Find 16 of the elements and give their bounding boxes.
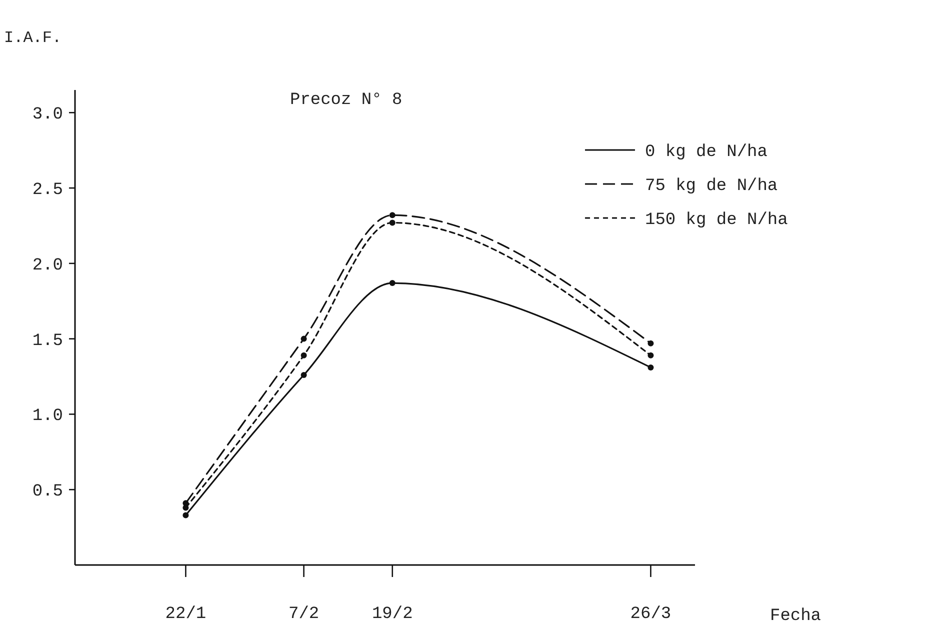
x-tick-label: 22/1 (165, 605, 206, 624)
chart-title: Precoz N° 8 (290, 91, 402, 110)
y-tick-label: 1.0 (32, 407, 63, 426)
legend-label: 75 kg de N/ha (645, 176, 778, 196)
y-tick-label: 3.0 (32, 106, 63, 125)
y-tick-label: 0.5 (32, 482, 63, 502)
x-tick-label: 7/2 (288, 605, 320, 624)
x-axis-title: Fecha (770, 607, 822, 626)
y-tick-label: 2.5 (32, 180, 63, 200)
legend-label: 150 kg de N/ha (645, 210, 788, 230)
x-tick-label: 19/2 (372, 605, 413, 624)
y-tick-label: 2.0 (32, 256, 63, 276)
y-axis-title: I.A.F. (4, 29, 62, 47)
y-tick-label: 1.5 (32, 332, 63, 351)
legend-label: 0 kg de N/ha (645, 142, 768, 162)
x-tick-label: 26/3 (630, 605, 672, 624)
